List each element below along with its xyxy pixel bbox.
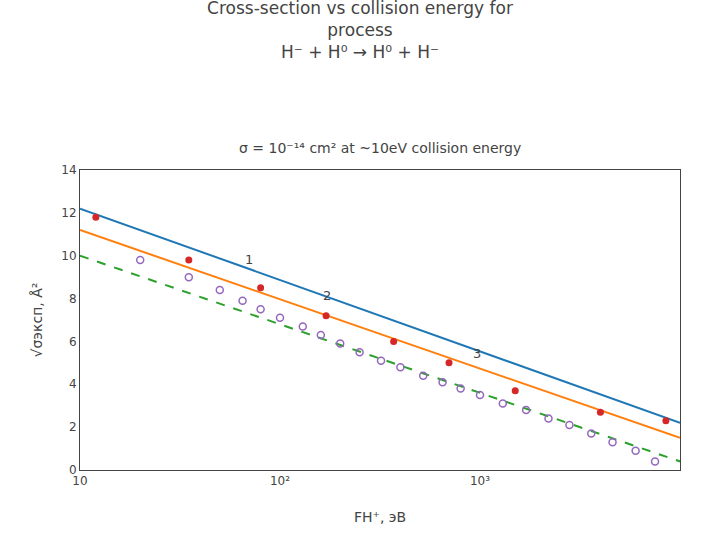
svg-text:1: 1 [245, 252, 253, 267]
svg-text:10: 10 [61, 249, 76, 263]
svg-text:10²: 10² [270, 474, 290, 488]
svg-text:6: 6 [69, 335, 77, 349]
svg-text:10: 10 [72, 474, 87, 488]
svg-text:0: 0 [69, 463, 77, 477]
svg-text:3: 3 [473, 346, 481, 361]
svg-text:√σэксп, Å²: √σэксп, Å² [29, 283, 45, 358]
svg-text:4: 4 [69, 377, 77, 391]
svg-text:14: 14 [61, 163, 76, 177]
svg-text:2: 2 [323, 288, 331, 303]
svg-text:12: 12 [61, 206, 76, 220]
svg-text:σ = 10⁻¹⁴ cm² at ~10eV collisi: σ = 10⁻¹⁴ cm² at ~10eV collision energy [239, 140, 521, 156]
svg-text:FH⁺, эВ: FH⁺, эВ [354, 509, 406, 525]
svg-text:Cross-section vs collision ene: Cross-section vs collision energy forpro… [207, 0, 513, 62]
svg-text:2: 2 [69, 420, 77, 434]
svg-text:8: 8 [69, 292, 77, 306]
svg-text:10³: 10³ [470, 474, 490, 488]
